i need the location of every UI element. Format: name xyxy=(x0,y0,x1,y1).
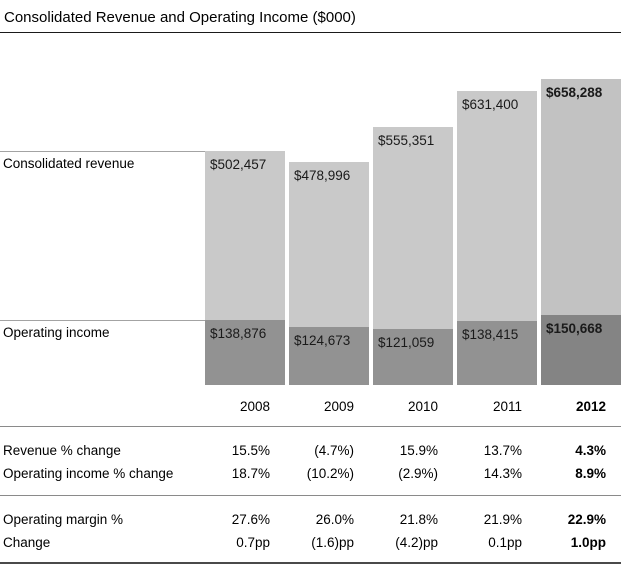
revenue-segment-2011: $631,400 $138,415 xyxy=(457,91,537,385)
operating-income-value-label-2012: $150,668 xyxy=(546,321,603,336)
revenue-value-label-2009: $478,996 xyxy=(294,168,351,183)
year-axis-spacer xyxy=(0,398,201,415)
operating-income-value-label-2010: $121,059 xyxy=(378,335,435,350)
table-value-cell: 15.5% xyxy=(231,443,270,458)
table-row-label: Operating income % change xyxy=(3,466,174,481)
revenue-value-label-2008: $502,457 xyxy=(210,157,267,172)
revenue-series-label: Consolidated revenue xyxy=(3,156,135,171)
table-value-cell: 13.7% xyxy=(483,443,522,458)
table-row: Revenue % change 15.5% (4.7%) 15.9% 13.7% 4.3… xyxy=(0,439,621,462)
year-label-2009: 2009 xyxy=(323,399,354,414)
operating-income-series-label: Operating income xyxy=(3,325,110,340)
year-axis: 2008 2009 2010 2011 2012 xyxy=(0,385,621,427)
table-value-cell: (4.2)pp xyxy=(395,535,438,550)
table-value-cell: (2.9%) xyxy=(398,466,438,481)
bar-2009: $478,996 $124,673 xyxy=(289,162,369,385)
chart-header: Consolidated Revenue and Operating Incom… xyxy=(0,0,621,33)
table-value-cell: 26.0% xyxy=(315,512,354,527)
operating-income-value-label-2009: $124,673 xyxy=(294,333,351,348)
table-row-label: Change xyxy=(3,535,51,550)
chart-title: Consolidated Revenue and Operating Incom… xyxy=(4,9,356,26)
year-label-2008: 2008 xyxy=(239,399,270,414)
year-label-2010: 2010 xyxy=(407,399,438,414)
bar-2010: $555,351 $121,059 xyxy=(373,127,453,385)
table-value-cell: 0.7pp xyxy=(236,535,270,550)
table-value-cell: 4.3% xyxy=(575,443,606,458)
table-value-cell: 21.8% xyxy=(399,512,438,527)
table-value-cell: 22.9% xyxy=(567,512,606,527)
table-value-cell: 14.3% xyxy=(483,466,522,481)
table-row-label: Operating margin % xyxy=(3,512,124,527)
table-value-cell: 8.9% xyxy=(575,466,606,481)
operating-income-value-label-2011: $138,415 xyxy=(462,327,519,342)
table-value-cell: 18.7% xyxy=(231,466,270,481)
table-value-cell: 27.6% xyxy=(231,512,270,527)
bar-2008: $502,457 $138,876 xyxy=(205,151,285,385)
revenue-value-label-2011: $631,400 xyxy=(462,97,519,112)
year-label-2012: 2012 xyxy=(575,399,606,414)
table-value-cell: (4.7%) xyxy=(314,443,354,458)
bar-2011: $631,400 $138,415 xyxy=(457,91,537,385)
table-group-operating-margin: Operating margin % 27.6% 26.0% 21.8% 21.9% 22… xyxy=(0,495,621,562)
revenue-segment-2008: $502,457 $138,876 xyxy=(205,151,285,385)
table-value-cell: 15.9% xyxy=(399,443,438,458)
table-value-cell: (1.6)pp xyxy=(311,535,354,550)
operating-income-segment-2008: $138,876 xyxy=(205,320,285,385)
table-value-cell: 1.0pp xyxy=(570,535,606,550)
revenue-value-label-2010: $555,351 xyxy=(378,133,435,148)
bar-2012: $658,288 $150,668 xyxy=(541,79,621,385)
year-label-2011: 2011 xyxy=(492,399,522,414)
table-value-cell: (10.2%) xyxy=(306,466,354,481)
operating-income-value-label-2008: $138,876 xyxy=(210,326,267,341)
revenue-segment-2012: $658,288 $150,668 xyxy=(541,79,621,385)
table-group-percent-change: Revenue % change 15.5% (4.7%) 15.9% 13.7% 4.3… xyxy=(0,427,621,495)
revenue-segment-2010: $555,351 $121,059 xyxy=(373,127,453,385)
table-row: Operating income % change 18.7% (10.2%) (2.… xyxy=(0,462,621,485)
operating-income-segment-2012: $150,668 xyxy=(541,315,621,385)
operating-income-segment-2010: $121,059 xyxy=(373,329,453,385)
table-value-cell: 0.1pp xyxy=(488,535,522,550)
table-row-label: Revenue % change xyxy=(3,443,121,458)
table-value-cell: 21.9% xyxy=(483,512,522,527)
operating-income-segment-2011: $138,415 xyxy=(457,321,537,385)
bars-area: $502,457 $138,876 $478,996 $124,673 $555,351… xyxy=(205,33,621,385)
revenue-segment-2009: $478,996 $124,673 xyxy=(289,162,369,385)
revenue-level-line xyxy=(0,151,205,152)
operating-income-level-line xyxy=(0,320,205,321)
table-row: Change 0.7pp (1.6)pp (4.2)pp 0.1pp 1.0pp xyxy=(0,531,621,554)
operating-income-segment-2009: $124,673 xyxy=(289,327,369,385)
table-row: Operating margin % 27.6% 26.0% 21.8% 21.9% 22… xyxy=(0,508,621,531)
chart-area: Consolidated revenue Operating income $5… xyxy=(0,33,621,385)
revenue-value-label-2012: $658,288 xyxy=(546,85,603,100)
